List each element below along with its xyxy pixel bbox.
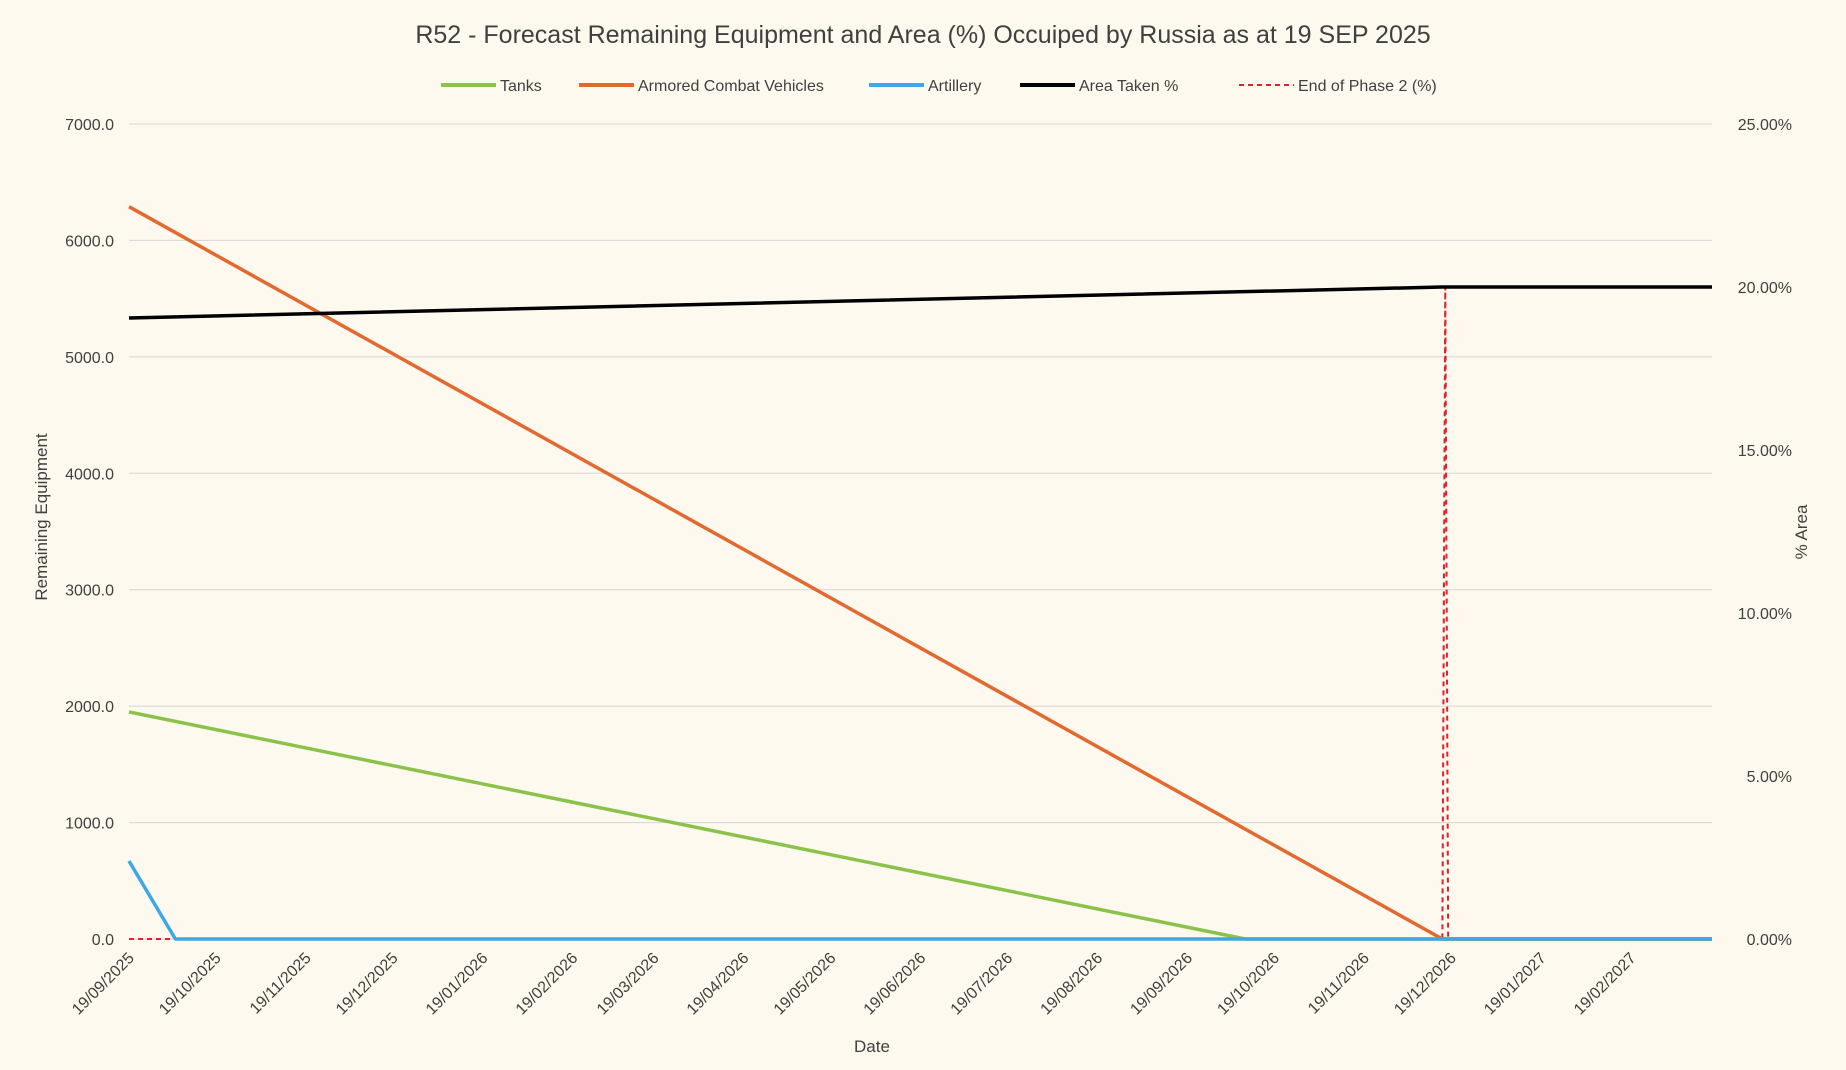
x-tick-label: 19/01/2027: [1481, 950, 1550, 1019]
x-tick-label: 19/02/2027: [1571, 950, 1640, 1019]
y2-tick-label: 15.00%: [1738, 443, 1792, 460]
series-line-armored-combat-vehicles: [128, 205, 1712, 941]
legend: Tanks Armored Combat Vehicles Artillery Are…: [441, 78, 1437, 95]
y-axis-ticks: 0.0 1000.0 2000.0 3000.0 4000.0 5000.0 6000.0 7…: [65, 117, 114, 949]
x-tick-label: 19/07/2026: [948, 950, 1017, 1019]
x-tick-label: 19/10/2026: [1214, 950, 1283, 1019]
y-tick-label: 5000.0: [65, 350, 114, 367]
series-line-tanks: [128, 710, 1712, 941]
y-tick-label: 6000.0: [65, 233, 114, 250]
series-line-end-of-phase-2: [129, 286, 1712, 940]
x-tick-label: 19/10/2025: [156, 950, 225, 1019]
y2-tick-label: 25.00%: [1738, 117, 1792, 134]
x-tick-label: 19/03/2026: [594, 950, 663, 1019]
y2-axis-ticks: 0.00% 5.00% 10.00% 15.00% 20.00% 25.00%: [1738, 117, 1792, 949]
y-tick-label: 0.0: [92, 932, 114, 949]
x-tick-label: 19/12/2026: [1391, 950, 1460, 1019]
x-tick-label: 19/12/2025: [333, 950, 402, 1019]
gridlines: [129, 123, 1712, 940]
y2-tick-label: 10.00%: [1738, 606, 1792, 623]
series-lines: [127, 205, 1712, 941]
y-tick-label: 2000.0: [65, 699, 114, 716]
legend-label-artillery: Artillery: [928, 78, 981, 95]
y-axis-title: Remaining Equipment: [32, 433, 51, 601]
x-tick-label: 19/11/2026: [1305, 950, 1373, 1018]
y-tick-label: 7000.0: [65, 117, 114, 134]
chart-title: R52 - Forecast Remaining Equipment and A…: [415, 21, 1430, 49]
legend-label-area-taken: Area Taken %: [1079, 78, 1178, 95]
y2-axis-title: % Area: [1792, 504, 1811, 559]
y2-tick-label: 5.00%: [1747, 769, 1792, 786]
series-line-artillery: [127, 860, 1712, 941]
x-tick-label: 19/11/2025: [247, 950, 315, 1018]
series-line-area-taken: [128, 285, 1712, 320]
legend-label-armored-combat-vehicles: Armored Combat Vehicles: [638, 78, 824, 95]
x-tick-label: 19/08/2026: [1038, 950, 1107, 1019]
x-tick-label: 19/02/2026: [513, 950, 582, 1019]
legend-label-tanks: Tanks: [500, 78, 542, 95]
x-tick-label: 19/09/2025: [69, 950, 138, 1019]
x-axis-title: Date: [854, 1037, 890, 1056]
x-tick-label: 19/06/2026: [861, 950, 930, 1019]
x-tick-label: 19/04/2026: [684, 950, 753, 1019]
x-tick-label: 19/09/2026: [1127, 950, 1196, 1019]
y-tick-label: 1000.0: [65, 816, 114, 833]
y2-tick-label: 0.00%: [1747, 932, 1792, 949]
y-tick-label: 4000.0: [65, 466, 114, 483]
x-axis-ticks: 19/09/2025 19/10/2025 19/11/2025 19/12/2025…: [69, 950, 1640, 1019]
legend-label-end-of-phase-2: End of Phase 2 (%): [1298, 78, 1437, 95]
x-tick-label: 19/05/2026: [771, 950, 840, 1019]
y2-tick-label: 20.00%: [1738, 280, 1792, 297]
x-tick-label: 19/01/2026: [423, 950, 492, 1019]
y-tick-label: 3000.0: [65, 583, 114, 600]
